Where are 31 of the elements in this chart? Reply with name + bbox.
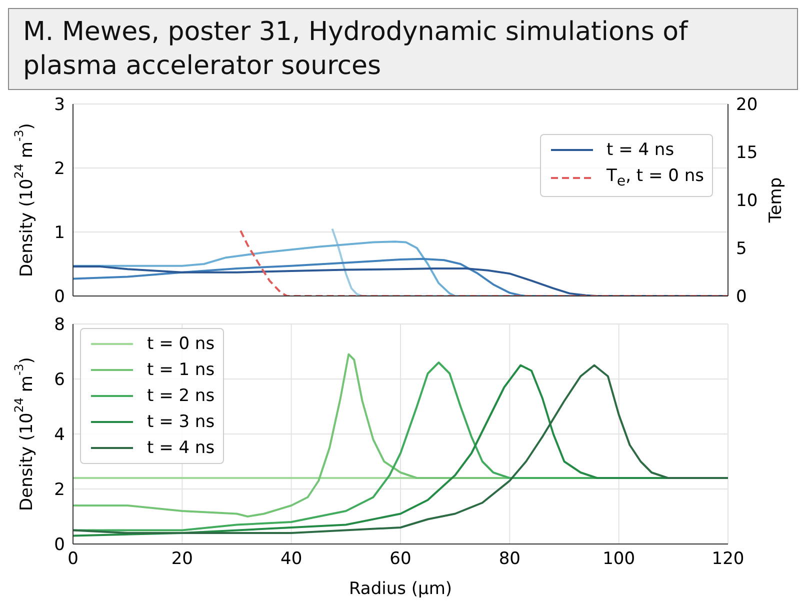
legend-label: t = 4 ns	[147, 437, 215, 460]
y-tick-label: 6	[54, 370, 65, 390]
y2-tick-label: 15	[736, 143, 758, 164]
x-tick-label: 60	[390, 549, 412, 570]
x-axis-title: Radius (µm)	[348, 578, 452, 599]
x-tick-label: 20	[171, 549, 193, 570]
legend-label: T$_{e}$, t = 0 ns	[606, 164, 704, 191]
y2-tick-label: 20	[736, 95, 758, 116]
x-tick-label: 80	[498, 549, 520, 570]
legend-label: t = 4 ns	[606, 138, 674, 162]
legend-label: t = 3 ns	[147, 411, 215, 434]
y-tick-label: 0	[54, 287, 65, 308]
x-tick-label: 40	[280, 549, 302, 570]
y-tick-label: 2	[54, 480, 65, 500]
y2-tick-label: 0	[736, 287, 747, 308]
x-tick-label: 120	[712, 549, 744, 570]
y2-tick-label: 10	[736, 191, 758, 212]
chart-title: M. Mewes, poster 31, Hydrodynamic simulations of plasma accelerator sources	[8, 8, 798, 90]
legend-label: t = 2 ns	[147, 385, 215, 408]
legend-label: t = 0 ns	[147, 333, 215, 356]
x-tick-label: 0	[68, 549, 78, 570]
y-tick-label: 3	[54, 95, 65, 116]
y-tick-label: 2	[54, 159, 65, 180]
x-tick-label: 100	[602, 549, 636, 570]
legend-label: t = 1 ns	[147, 359, 215, 382]
y-tick-label: 4	[54, 425, 65, 446]
y-tick-label: 8	[54, 315, 65, 336]
y2-tick-label: 5	[736, 239, 747, 260]
y-tick-label: 1	[54, 223, 65, 244]
y-tick-label: 0	[54, 535, 65, 556]
y2-axis-title: Temp	[766, 177, 786, 224]
